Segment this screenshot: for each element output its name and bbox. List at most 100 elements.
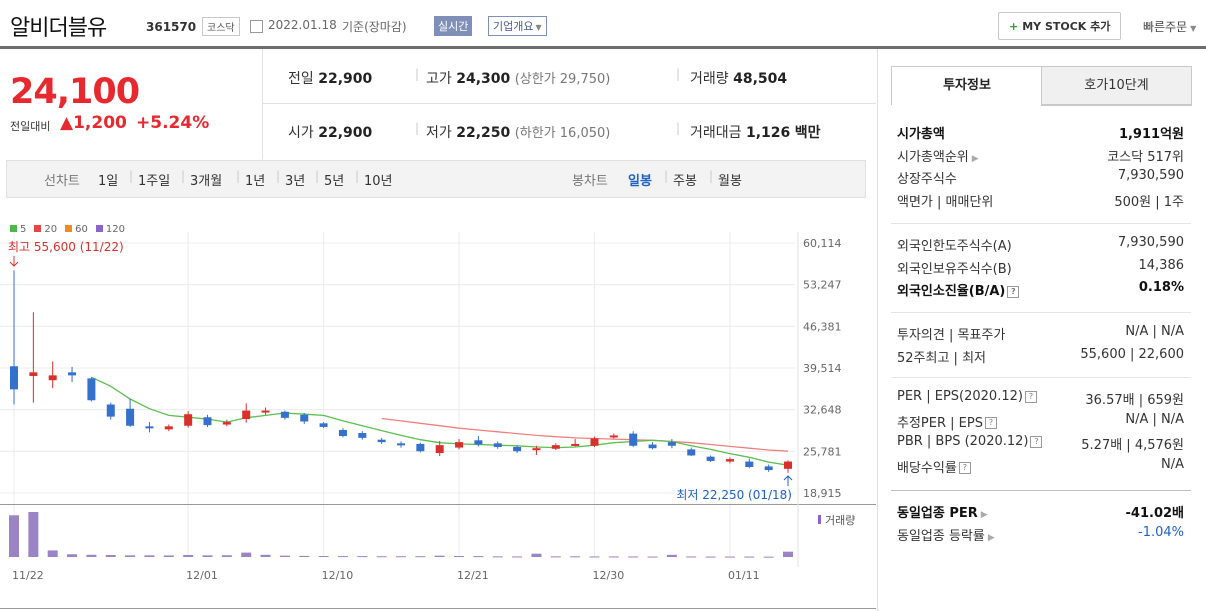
- candle-period-2[interactable]: 월봉: [718, 174, 742, 189]
- stat-open: 시가 22,900: [288, 122, 372, 142]
- volume-bar: [763, 556, 774, 558]
- volume-bar: [492, 556, 503, 558]
- volume-bar: [608, 556, 619, 558]
- chevron-right-icon[interactable]: ▶: [987, 532, 995, 543]
- candle-body: [455, 442, 464, 448]
- info-row: 52주최고 | 최저 55,600 | 22,600: [897, 347, 1184, 367]
- price-change: ▲1,200: [60, 113, 127, 133]
- stat-high-value: 24,300: [456, 71, 511, 87]
- price-basis: 기준(장마감): [342, 20, 407, 34]
- info-row: 액면가 | 매매단위 500원 | 1주: [897, 191, 1184, 211]
- candle-body: [474, 440, 483, 445]
- tab-underline: [1041, 104, 1191, 105]
- volume-bar: [221, 555, 232, 557]
- x-tick-label: 12/21: [457, 569, 489, 582]
- info-value: 7,930,590: [1117, 168, 1184, 183]
- help-icon[interactable]: ?: [1007, 285, 1020, 298]
- volume-bar: [531, 553, 542, 557]
- candle-body: [222, 422, 231, 425]
- quick-order-button[interactable]: 빠른주문 ▼: [1143, 18, 1196, 35]
- my-stock-add-button[interactable]: + MY STOCK 추가: [998, 12, 1122, 40]
- info-label-text: PER | EPS(2020.12): [897, 389, 1023, 404]
- volume-bar: [163, 555, 174, 557]
- info-value: 7,930,590: [1117, 235, 1184, 250]
- info-row: 시가총액순위 ▶ 코스닥 517위: [897, 146, 1184, 166]
- stat-low: 저가 22,250 (하한가 16,050): [426, 122, 610, 142]
- stat-open-label: 시가: [288, 125, 314, 141]
- info-label-text: 액면가 | 매매단위: [897, 194, 994, 210]
- info-row: 추정PER | EPS? N/A | N/A: [897, 412, 1184, 432]
- candle-body: [184, 414, 193, 426]
- stats-divider: [262, 103, 876, 104]
- candle-body: [648, 444, 657, 449]
- candle-body: [106, 404, 115, 417]
- stat-amount-value: 1,126: [745, 125, 791, 141]
- volume-bar: [318, 556, 329, 558]
- period-5[interactable]: 5년: [324, 174, 345, 189]
- volume-bar: [666, 554, 677, 557]
- info-row: 외국인보유주식수(B) 14,386: [897, 258, 1184, 278]
- stat-low-label: 저가: [426, 125, 452, 141]
- chevron-right-icon[interactable]: ▶: [971, 153, 979, 164]
- legend-swatch: [10, 225, 17, 232]
- info-label-text: 투자의견 | 목표주가: [897, 328, 1006, 343]
- price-chart[interactable]: 60,114 53,247 46,381 39,514 32,648 25,781 18,9…: [0, 232, 876, 582]
- stat-volume: 거래량 48,504: [690, 68, 787, 88]
- company-info-dropdown[interactable]: 기업개요 ▼: [488, 16, 547, 36]
- info-value: 0.18%: [1138, 280, 1184, 295]
- info-value: 500원 | 1주: [1114, 194, 1184, 210]
- volume-bar: [473, 556, 484, 558]
- realtime-badge[interactable]: 실시간: [434, 16, 473, 36]
- volume-bar: [125, 555, 136, 557]
- info-label: 추정PER | EPS?: [897, 412, 997, 431]
- info-label: PBR | BPS (2020.12)?: [897, 434, 1043, 449]
- y-tick-label: 46,381: [803, 320, 842, 333]
- candle-body: [551, 445, 560, 449]
- candle-body: [687, 449, 696, 456]
- stat-lower-limit: (하한가 16,050): [514, 126, 611, 141]
- info-label: 배당수익률?: [897, 457, 971, 476]
- volume-bar: [589, 556, 600, 558]
- info-value: 55,600 | 22,600: [1080, 346, 1184, 362]
- down-arrow-icon: [9, 256, 19, 267]
- info-row: PBR | BPS (2020.12)? 5.27배 | 4,576원: [897, 434, 1184, 454]
- help-icon[interactable]: ?: [1024, 390, 1037, 403]
- legend-swatch: [95, 225, 103, 232]
- candle-period-1[interactable]: 주봉: [673, 174, 697, 189]
- volume-bar: [260, 554, 271, 557]
- stat-prev: 전일 22,900: [288, 68, 372, 88]
- info-label: 외국인한도주식수(A): [897, 235, 1012, 254]
- stat-amount-unit: 백만: [794, 125, 821, 141]
- chevron-right-icon[interactable]: ▶: [980, 510, 988, 520]
- tab-investment-info[interactable]: 투자정보: [891, 66, 1043, 105]
- candle-body: [300, 414, 309, 422]
- candle-body: [358, 433, 367, 438]
- volume-bar: [9, 515, 19, 557]
- period-2[interactable]: 3개월: [190, 174, 223, 189]
- candle-body: [87, 378, 96, 401]
- price-change-pct: +5.24%: [136, 113, 210, 133]
- help-icon[interactable]: ?: [984, 417, 997, 429]
- info-label-text: 52주최고 | 최저: [897, 350, 986, 366]
- volume-bar: [67, 554, 78, 557]
- legend-label: 120: [105, 224, 125, 235]
- volume-bar: [183, 555, 194, 557]
- x-tick-label: 12/30: [593, 569, 625, 582]
- company-info-label: 기업개요: [493, 20, 534, 33]
- period-1[interactable]: 1주일: [138, 174, 171, 189]
- candle-period-0[interactable]: 일봉: [628, 174, 652, 189]
- separator: |: [181, 169, 186, 183]
- period-3[interactable]: 1년: [245, 174, 266, 189]
- volume-bar: [434, 555, 445, 557]
- period-4[interactable]: 3년: [285, 174, 306, 189]
- legend-swatch: [34, 225, 42, 232]
- help-icon[interactable]: ?: [958, 462, 971, 474]
- tab-order-book[interactable]: 호가10단계: [1041, 66, 1192, 106]
- period-0[interactable]: 1일: [98, 174, 119, 189]
- price-divider: [262, 49, 263, 159]
- volume-bar: [299, 555, 310, 557]
- help-icon[interactable]: ?: [1030, 435, 1043, 448]
- period-6[interactable]: 10년: [364, 174, 393, 189]
- candle-body: [319, 423, 328, 427]
- candle-body: [338, 429, 347, 437]
